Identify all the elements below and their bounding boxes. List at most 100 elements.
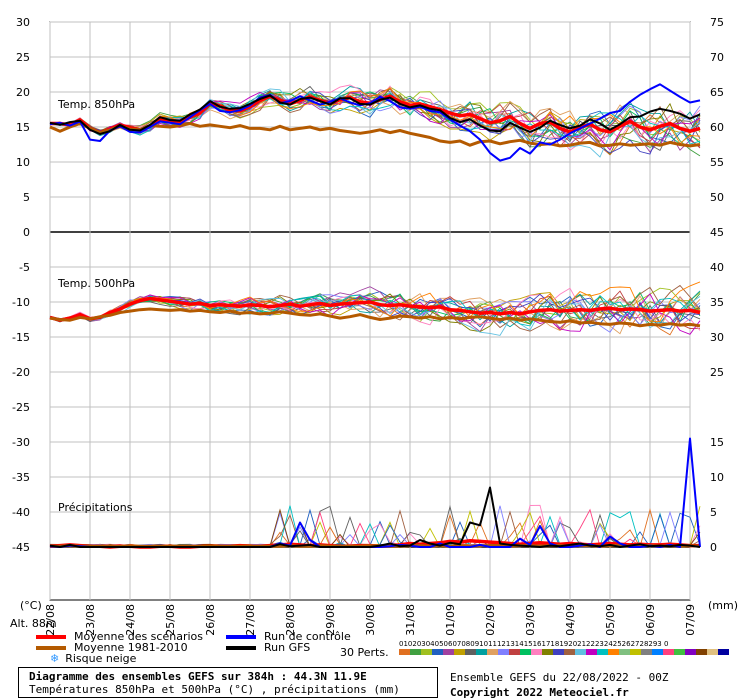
info-title: Diagramme des ensembles GEFS sur 384h : … — [29, 670, 367, 683]
legend-item-mean: Moyenne des scénarios — [36, 630, 203, 643]
left-tick-label: 0 — [23, 226, 30, 239]
x-tick-label: 02/09 — [484, 604, 497, 636]
pert-swatch — [410, 649, 421, 655]
pert-swatch — [597, 649, 608, 655]
pert-swatch — [652, 649, 663, 655]
left-axis-unit: (°C) — [20, 599, 42, 612]
left-tick-label: 30 — [16, 16, 30, 29]
x-tick-label: 26/08 — [204, 604, 217, 636]
altitude-label: Alt. 88m — [10, 617, 57, 630]
pert-swatch — [718, 649, 729, 655]
x-tick-label: 05/09 — [604, 604, 617, 636]
legend-item-snow: ❄ Risque neige — [50, 652, 136, 665]
copyright-label: Copyright 2022 Meteociel.fr — [450, 686, 629, 699]
pert-swatch — [487, 649, 498, 655]
pert-swatch — [553, 649, 564, 655]
legend-swatch — [36, 635, 66, 639]
legend-item-control: Run de contrôle — [226, 630, 351, 643]
x-tick-label: 29/08 — [324, 604, 337, 636]
panel-label-850hpa: Temp. 850hPa — [57, 98, 135, 111]
pert-swatch — [476, 649, 487, 655]
legend-item-climate: Moyenne 1981-2010 — [36, 641, 188, 654]
x-tick-label: 31/08 — [404, 604, 417, 636]
panel-label-500hpa: Temp. 500hPa — [57, 277, 135, 290]
right-tick-label: 10 — [710, 471, 724, 484]
axis-ticks: 302520151050-5-10-15-20-25-30-35-40-4522… — [12, 16, 724, 636]
left-tick-label: -45 — [12, 541, 30, 554]
left-tick-label: -25 — [12, 401, 30, 414]
x-tick-label: 28/08 — [284, 604, 297, 636]
left-tick-label: -35 — [12, 471, 30, 484]
series-line — [49, 486, 701, 548]
perts-label: 30 Perts. — [340, 646, 389, 659]
snowflake-icon: ❄ — [50, 652, 60, 665]
left-tick-label: -10 — [12, 296, 30, 309]
pert-swatch — [685, 649, 696, 655]
pert-swatch — [531, 649, 542, 655]
right-tick-label: 40 — [710, 261, 724, 274]
right-tick-label: 15 — [710, 436, 724, 449]
pert-swatch — [674, 649, 685, 655]
pert-swatch — [520, 649, 531, 655]
left-tick-label: -15 — [12, 331, 30, 344]
legend-label: Run GFS — [264, 641, 311, 654]
x-tick-label: 23/08 — [84, 604, 97, 636]
left-tick-label: 20 — [16, 86, 30, 99]
pert-swatch — [696, 649, 707, 655]
right-tick-label: 35 — [710, 296, 724, 309]
right-tick-label: 30 — [710, 331, 724, 344]
legend-label: Risque neige — [65, 652, 137, 665]
right-tick-label: 25 — [710, 366, 724, 379]
left-tick-label: 15 — [16, 121, 30, 134]
pert-swatch — [509, 649, 520, 655]
pert-swatch — [542, 649, 553, 655]
run-label: Ensemble GEFS du 22/08/2022 - 00Z — [450, 671, 669, 684]
x-tick-label: 24/08 — [124, 604, 137, 636]
left-tick-label: 10 — [16, 156, 30, 169]
right-tick-label: 75 — [710, 16, 724, 29]
right-tick-label: 5 — [710, 506, 717, 519]
perts-numbers: 0102030405060708091011121314151617181920… — [399, 640, 669, 648]
pert-swatch — [465, 649, 476, 655]
pert-swatch — [575, 649, 586, 655]
x-tick-label: 03/09 — [524, 604, 537, 636]
pert-swatch — [619, 649, 630, 655]
left-tick-label: -20 — [12, 366, 30, 379]
pert-swatch — [641, 649, 652, 655]
legend-item-gfs: Run GFS — [226, 641, 310, 654]
pert-swatch — [432, 649, 443, 655]
legend-label: Moyenne 1981-2010 — [74, 641, 188, 654]
left-tick-label: 25 — [16, 51, 30, 64]
right-axis-unit: (mm) — [708, 599, 738, 612]
x-tick-label: 06/09 — [644, 604, 657, 636]
pert-swatch — [663, 649, 674, 655]
legend-label: Run de contrôle — [264, 630, 351, 643]
pert-swatch — [454, 649, 465, 655]
legend-swatch — [226, 646, 256, 650]
right-tick-label: 45 — [710, 226, 724, 239]
right-tick-label: 55 — [710, 156, 724, 169]
right-tick-label: 65 — [710, 86, 724, 99]
pert-swatch — [586, 649, 597, 655]
left-tick-label: -5 — [19, 261, 30, 274]
x-tick-label: 22/08 — [44, 604, 57, 636]
x-tick-label: 04/09 — [564, 604, 577, 636]
panel-label-precip: Précipitations — [58, 501, 133, 514]
pert-swatch — [608, 649, 619, 655]
pert-swatch — [564, 649, 575, 655]
series-line — [49, 83, 701, 162]
series-line — [49, 307, 701, 328]
right-tick-label: 60 — [710, 121, 724, 134]
series-line — [49, 296, 701, 322]
x-tick-label: 01/09 — [444, 604, 457, 636]
series-line — [49, 94, 701, 135]
pert-swatch — [498, 649, 509, 655]
right-tick-label: 70 — [710, 51, 724, 64]
series-line — [49, 122, 701, 148]
pert-swatch — [399, 649, 410, 655]
right-tick-label: 0 — [710, 541, 717, 554]
chart-series — [49, 83, 701, 549]
x-tick-label: 25/08 — [164, 604, 177, 636]
pert-swatch — [421, 649, 432, 655]
pert-swatch — [630, 649, 641, 655]
